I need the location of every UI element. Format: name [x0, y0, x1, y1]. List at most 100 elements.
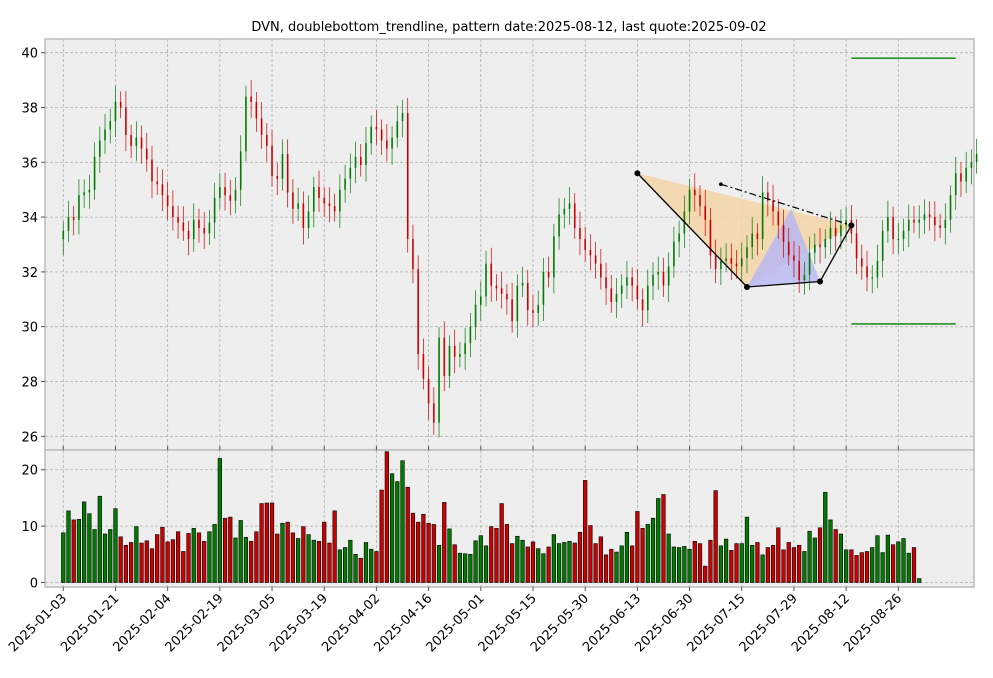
candle-body [380, 129, 383, 141]
volume-bar [682, 546, 687, 583]
volume-bar [290, 532, 296, 583]
volume-panel: 0 10 20 [21, 449, 975, 591]
candle-body [187, 230, 190, 240]
candle-body [511, 299, 513, 322]
candle-body [406, 112, 409, 240]
volume-bar [442, 502, 447, 583]
volume-bar [66, 510, 71, 583]
volume-bar [677, 547, 682, 583]
volume-bar [556, 543, 562, 583]
candle-body [464, 343, 466, 355]
candle-body [370, 126, 372, 144]
candle-body [934, 217, 936, 226]
volume-bar [906, 552, 911, 583]
candle-body [871, 277, 874, 279]
volume-bar [139, 542, 144, 583]
candle-body [359, 156, 362, 166]
candle-body [537, 304, 540, 313]
candle-body [145, 148, 148, 160]
volume-bar [421, 513, 426, 583]
volume-bar [102, 533, 108, 583]
candle-body [605, 277, 607, 289]
volume-bar [165, 541, 170, 583]
candle-body [307, 211, 310, 229]
candle-body [860, 258, 863, 267]
volume-bar [744, 516, 750, 583]
volume-bar [755, 542, 760, 583]
candle-body [840, 225, 842, 237]
volume-bar [515, 535, 520, 583]
volume-bar [499, 503, 504, 583]
volume-bar [541, 553, 546, 583]
volume-bar [264, 502, 269, 583]
volume-bar [807, 530, 812, 583]
candle-body [339, 189, 341, 212]
pattern-point [848, 222, 855, 229]
candle-body [177, 217, 179, 223]
candle-body [485, 263, 487, 297]
candle-body [151, 159, 153, 182]
price-tick-label: 36 [21, 156, 38, 171]
candle-body [401, 112, 404, 122]
volume-bar [149, 548, 155, 583]
volume-bar [817, 527, 823, 583]
volume-tick-label: 20 [21, 464, 38, 479]
volume-bar [118, 536, 123, 583]
volume-bar [812, 537, 817, 583]
volume-bar [322, 521, 327, 583]
candle-body [459, 354, 461, 357]
volume-bar [692, 541, 697, 583]
volume-bar [650, 517, 656, 583]
volume-bar [301, 526, 306, 583]
candle-body [573, 203, 576, 229]
candle-body [67, 217, 70, 231]
candle-body [761, 192, 764, 240]
candle-body [156, 181, 159, 185]
volume-bar [129, 542, 134, 583]
volume-bar [463, 553, 468, 583]
volume-bar [426, 522, 431, 583]
volume-bar [609, 548, 614, 583]
candle-body [808, 252, 811, 275]
candle-body [579, 228, 581, 240]
candle-body [699, 195, 701, 207]
candle-body [714, 255, 717, 270]
volume-bar [196, 532, 202, 583]
volume-bar [577, 532, 583, 583]
volume-bar [395, 481, 400, 583]
candle-body [479, 296, 482, 305]
volume-bar [896, 541, 901, 583]
volume-bar [233, 537, 238, 583]
volume-bar [911, 547, 917, 583]
volume-bar [400, 460, 405, 583]
volume-bar [781, 549, 786, 583]
volume-bar [588, 525, 593, 583]
volume-bars [61, 451, 922, 583]
candle-body [965, 167, 967, 182]
candle-body [803, 274, 806, 281]
volume-bar [713, 490, 718, 583]
volume-bar [416, 521, 421, 583]
volume-bar [353, 554, 358, 583]
candle-body [239, 151, 242, 190]
candle-body [793, 255, 795, 261]
candle-body [887, 217, 889, 231]
candle-body [229, 195, 232, 201]
volume-bar [765, 547, 770, 583]
candle-body [746, 247, 748, 259]
candle-body [438, 337, 440, 423]
price-tick-label: 34 [21, 211, 38, 226]
candle-body [417, 269, 419, 355]
candle-body [902, 230, 905, 240]
volume-bar [489, 526, 494, 583]
price-tick-label: 30 [21, 321, 38, 336]
volume-bar [275, 533, 280, 583]
candle-body [443, 337, 446, 377]
candle-body [234, 189, 237, 201]
candle-body [944, 219, 947, 229]
candle-body [620, 285, 623, 294]
candle-body [260, 118, 263, 135]
volume-bar [562, 542, 567, 583]
volume-bar [280, 522, 285, 583]
volume-bar [186, 533, 191, 583]
